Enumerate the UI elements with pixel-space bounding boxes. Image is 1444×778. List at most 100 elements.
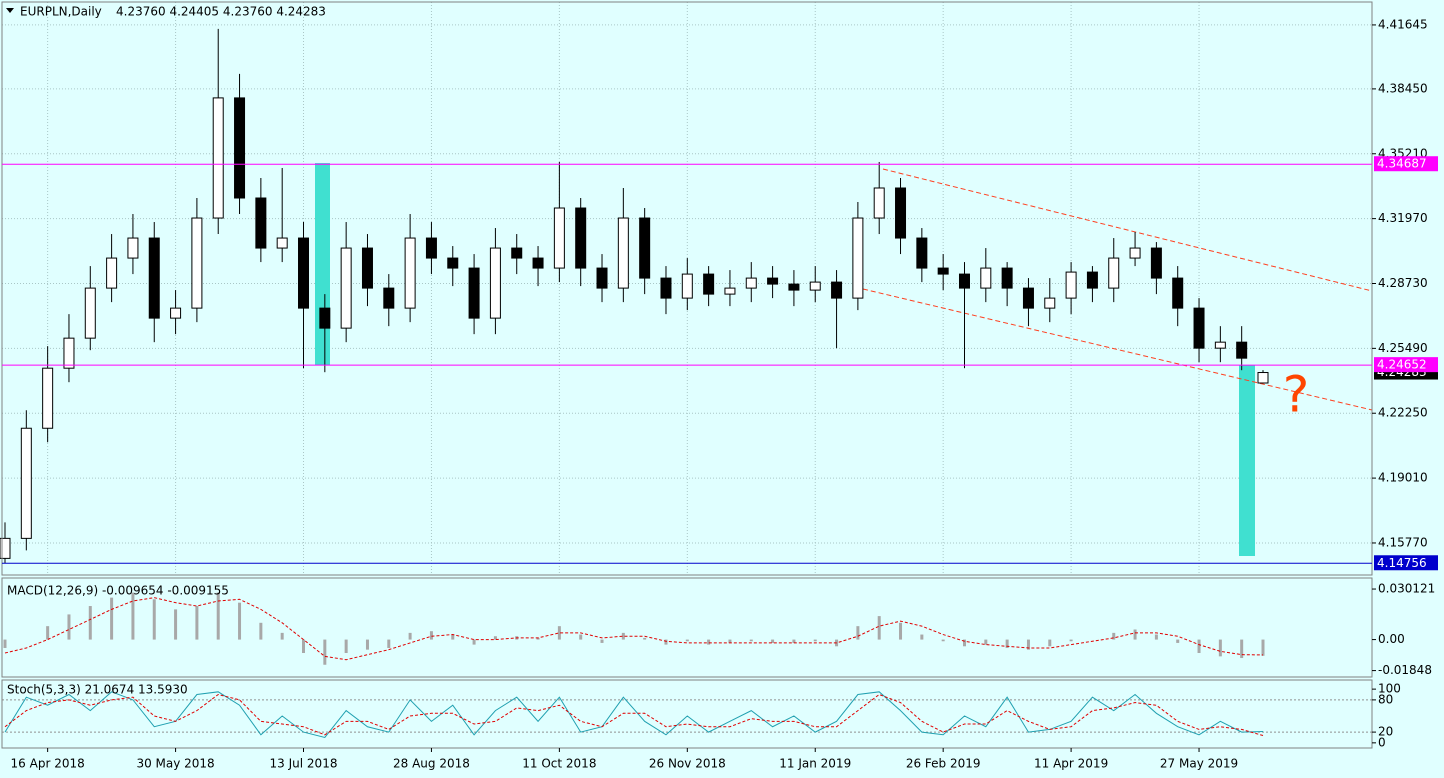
candle-body (617, 217, 629, 289)
y-tick-label: 4.22250 (1378, 406, 1428, 420)
candle-body (937, 267, 949, 275)
candle-body (298, 237, 310, 309)
candle-body (724, 287, 736, 295)
candle-body (1001, 267, 1013, 289)
candle-body (596, 267, 608, 289)
candle-body (1214, 341, 1226, 349)
y-tick-label: 4.28730 (1378, 276, 1428, 290)
candle-body (852, 217, 864, 299)
indicator-line (4, 691, 1264, 739)
y-tick-label: 80 (1378, 692, 1393, 706)
level-label-box (1374, 156, 1438, 172)
trend-line (882, 168, 1373, 292)
indicator-line (4, 693, 1264, 737)
question-annotation: ? (1283, 366, 1310, 424)
candle-body (468, 267, 480, 319)
candle-body (1086, 271, 1098, 289)
x-tick-label: 13 Jul 2018 (270, 757, 338, 771)
candle-body (831, 281, 843, 299)
candle-body (425, 237, 437, 259)
y-tick-label: 0 (1378, 735, 1386, 749)
candle-body (895, 187, 907, 239)
level-label-box (1374, 555, 1438, 571)
menu-arrow[interactable] (6, 8, 14, 13)
candle-body (1193, 307, 1205, 349)
level-label-box (1374, 357, 1438, 373)
candle-body (788, 283, 800, 291)
x-tick-label: 28 Aug 2018 (393, 757, 470, 771)
plot (0, 28, 1269, 739)
candle-body (958, 273, 970, 289)
candle-body (1257, 372, 1269, 384)
y-tick-label: -0.01848 (1378, 663, 1432, 677)
y-tick-label: 0.00 (1378, 632, 1405, 646)
candle-body (1129, 247, 1141, 259)
candle-body (703, 273, 715, 295)
candle-body (489, 247, 501, 319)
level-label: 4.34687 (1377, 157, 1427, 171)
candle-body (447, 257, 459, 269)
y-tick-label: 4.19010 (1378, 471, 1428, 485)
candle-body (0, 537, 11, 559)
x-tick-label: 11 Apr 2019 (1034, 757, 1108, 771)
candle-body (767, 277, 779, 285)
candle-body (340, 247, 352, 329)
candle-body (1236, 341, 1248, 359)
x-tick-label: 16 Apr 2018 (11, 757, 85, 771)
candle-body (127, 237, 139, 259)
y-tick-label: 4.15770 (1378, 535, 1428, 549)
x-tick-label: 11 Oct 2018 (522, 757, 596, 771)
x-tick-label: 30 May 2018 (136, 757, 214, 771)
candle-body (1022, 287, 1034, 309)
candle-body (1108, 257, 1120, 289)
y-tick-label: 20 (1378, 725, 1393, 739)
indicator-line (4, 597, 1264, 661)
candle-body (404, 237, 416, 309)
candle-body (148, 237, 160, 319)
x-tick-label: 27 May 2019 (1160, 757, 1238, 771)
candle-body (234, 97, 246, 199)
macd-panel-border (1, 577, 1373, 678)
highlight-box (1239, 365, 1255, 556)
y-tick-label: 4.31970 (1378, 211, 1428, 225)
trend-line (862, 288, 1373, 411)
candle-body (980, 267, 992, 289)
x-tick-label: 26 Feb 2019 (906, 757, 981, 771)
candle-body (276, 237, 288, 249)
candle-body (42, 367, 54, 429)
candle-body (1044, 297, 1056, 309)
candle-body (745, 277, 757, 289)
candle-body (191, 217, 203, 309)
stoch-title: Stoch(5,3,3) 21.0674 13.5930 (7, 683, 188, 697)
candle-body (319, 307, 331, 329)
candle-body (1065, 271, 1077, 299)
candle-body (84, 287, 96, 339)
candle-body (681, 273, 693, 299)
y-tick-label: 4.38450 (1378, 81, 1428, 95)
candle-body (511, 247, 523, 259)
y-tick-label: 0.030121 (1378, 582, 1435, 596)
candle-body (553, 207, 565, 269)
candle-body (873, 187, 885, 219)
candle-body (255, 197, 267, 249)
candle-body (809, 281, 821, 291)
candle-body (660, 277, 672, 299)
candle-body (170, 307, 182, 319)
candle-body (532, 257, 544, 269)
y-tick-label: 4.41645 (1378, 17, 1428, 31)
candle-body (1150, 247, 1162, 279)
grid (2, 2, 1372, 733)
candle-body (106, 257, 118, 289)
level-label: 4.24652 (1377, 358, 1427, 372)
candle-body (383, 287, 395, 309)
x-tick-label: 26 Nov 2018 (649, 757, 726, 771)
symbol-title: EURPLN,Daily (20, 5, 102, 19)
main-panel-border (1, 1, 1373, 576)
macd-title: MACD(12,26,9) -0.009654 -0.009155 (7, 584, 229, 598)
x-tick-label: 11 Jan 2019 (779, 757, 851, 771)
candle-body (916, 237, 928, 269)
candle-body (639, 217, 651, 279)
candle-body (361, 247, 373, 289)
candle-body (1172, 277, 1184, 309)
